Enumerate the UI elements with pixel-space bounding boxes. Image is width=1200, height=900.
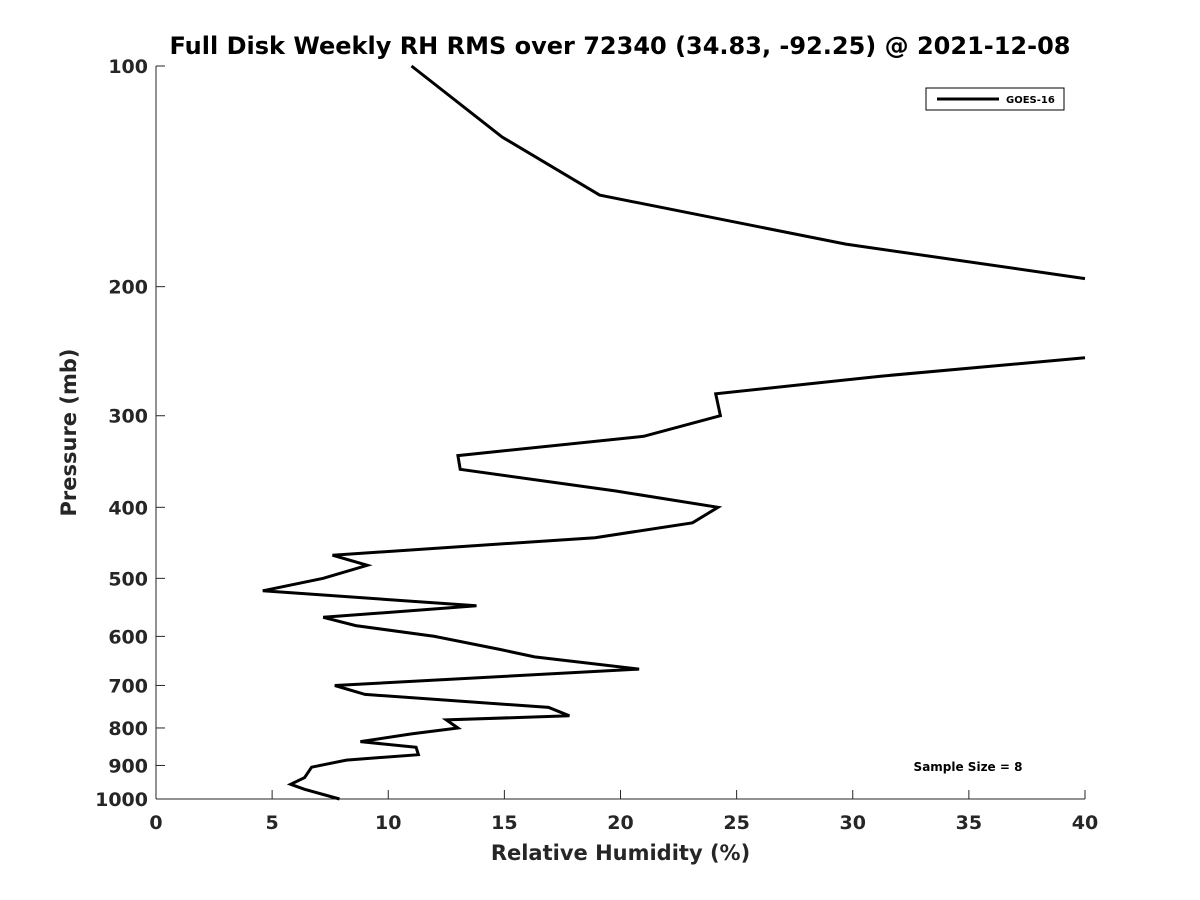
y-axis-label: Pressure (mb) (57, 349, 81, 517)
y-tick-label: 300 (108, 406, 148, 428)
y-tick-label: 400 (108, 497, 148, 519)
x-tick-label: 40 (1072, 812, 1098, 834)
sample-size-annotation: Sample Size = 8 (914, 760, 1023, 774)
chart-title: Full Disk Weekly RH RMS over 72340 (34.8… (169, 32, 1070, 60)
ticks: 0 5 10 15 20 25 30 35 40 100 200 300 400 500 600 700 800… (95, 56, 1098, 834)
x-tick-label: 10 (375, 812, 401, 834)
series-lines (262, 64, 1086, 801)
x-tick-label: 25 (723, 812, 749, 834)
y-tick-label: 700 (108, 675, 148, 697)
y-tick-label: 1000 (95, 789, 148, 811)
y-tick-label: 800 (108, 718, 148, 740)
x-tick-label: 15 (491, 812, 517, 834)
x-tick-label: 5 (266, 812, 279, 834)
legend-label-goes-16: GOES-16 (1006, 95, 1055, 106)
series-line-goes-16-segment-1 (410, 64, 1086, 281)
y-tick-label: 100 (108, 56, 148, 78)
axes (155, 66, 1085, 800)
series-line-goes-16-segment-2 (262, 356, 1086, 801)
y-tick-label: 500 (108, 568, 148, 590)
y-tick-label: 600 (108, 626, 148, 648)
x-tick-label: 30 (840, 812, 866, 834)
y-tick-label: 200 (108, 277, 148, 299)
legend: GOES-16 (925, 87, 1065, 111)
y-tick-label: 900 (108, 755, 148, 777)
x-tick-label: 0 (149, 812, 162, 834)
x-tick-label: 20 (607, 812, 633, 834)
x-tick-label: 35 (956, 812, 982, 834)
x-axis-label: Relative Humidity (%) (491, 841, 750, 865)
